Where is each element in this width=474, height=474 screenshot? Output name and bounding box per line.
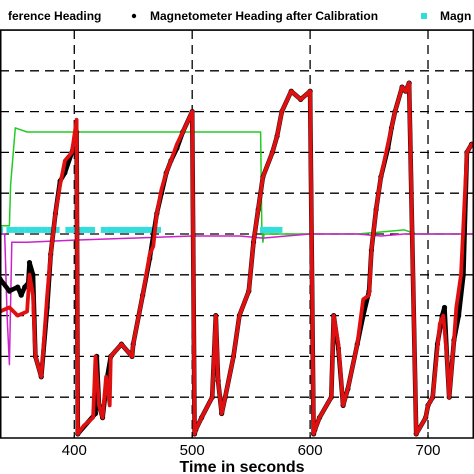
- series-2-marker: [112, 226, 119, 233]
- series-2-marker: [142, 226, 149, 233]
- series-2-marker: [270, 226, 277, 233]
- series-2-marker: [126, 226, 133, 233]
- series-2-marker: [118, 226, 125, 233]
- x-axis-label: Time in seconds: [179, 459, 304, 474]
- series-layer: [0, 80, 474, 437]
- series-0-line: [0, 81, 474, 436]
- series-2-marker: [259, 226, 266, 233]
- series-2-marker: [263, 226, 270, 233]
- series-2-marker: [267, 226, 274, 233]
- series-2-marker: [53, 226, 60, 233]
- series-0: [0, 81, 474, 436]
- x-axis-ticks: 400 500 600 700: [62, 432, 441, 459]
- series-2-marker: [132, 226, 139, 233]
- series-2-marker: [83, 226, 90, 233]
- x-tick-label-400: 400: [62, 442, 87, 459]
- series-2-marker: [65, 226, 72, 233]
- legend-label-2: Magn: [440, 9, 471, 23]
- series-2-marker: [145, 226, 152, 233]
- series-2-marker: [121, 226, 128, 233]
- series-1-point: [15, 284, 21, 290]
- series-2-marker: [18, 226, 25, 233]
- series-2-marker: [41, 226, 48, 233]
- legend-background: [0, 0, 474, 30]
- legend-label-0: ference Heading: [8, 9, 101, 23]
- legend-marker-1: [131, 13, 137, 19]
- series-1-point: [18, 292, 24, 298]
- series-2-marker: [6, 226, 13, 233]
- series-1-point: [30, 272, 36, 278]
- series-2-marker: [12, 226, 19, 233]
- x-tick-label-500: 500: [180, 442, 205, 459]
- series-2-marker: [109, 226, 116, 233]
- series-2-marker: [276, 226, 283, 233]
- legend-marker-2: [421, 13, 427, 19]
- x-tick-label-700: 700: [415, 442, 440, 459]
- series-2-marker: [155, 226, 161, 233]
- series-1-point: [6, 288, 13, 294]
- x-tick-label-600: 600: [298, 442, 323, 459]
- series-4: [0, 233, 474, 366]
- series-2-marker: [30, 226, 37, 233]
- series-2-marker: [88, 226, 95, 233]
- series-1-point: [22, 284, 28, 290]
- series-2-marker: [100, 226, 107, 233]
- legend: ference Heading Magnetometer Heading afte…: [0, 0, 474, 31]
- series-2-marker: [136, 226, 143, 233]
- series-1-point: [441, 304, 448, 311]
- series-2-marker: [35, 226, 42, 233]
- series-2-marker: [47, 226, 54, 233]
- series-2-marker: [24, 226, 31, 233]
- series-4-line: [0, 233, 474, 366]
- legend-label-1: Magnetometer Heading after Calibration: [150, 9, 378, 23]
- series-1-point: [26, 259, 33, 266]
- series-2-marker: [77, 226, 84, 233]
- series-2: [0, 226, 283, 233]
